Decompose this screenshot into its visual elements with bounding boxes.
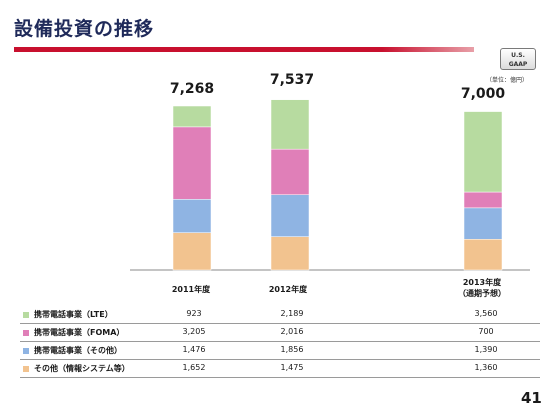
table-cell: 1,856 — [280, 345, 304, 354]
bar-segment-2011年度-3 — [172, 105, 212, 128]
table-cell: 3,560 — [474, 309, 498, 318]
total-label-2013: 7,000 — [460, 86, 506, 102]
category-label-2013-text: 2013年度 — [462, 278, 502, 287]
bar-segment-2012年度-2 — [270, 148, 310, 195]
gaap-badge-line1: U.S. — [511, 52, 525, 59]
table-cell: 1,390 — [474, 345, 498, 354]
table-row-foma: 携帯電話事業（FOMA） 3,205 2,016 700 — [20, 324, 540, 342]
table-cell: 2,016 — [280, 327, 304, 336]
page-number: 41 — [521, 389, 542, 407]
legend-chip-mobile-other — [23, 348, 29, 354]
legend-chip-foma — [23, 330, 29, 336]
bar-segment-2013年度-1 — [463, 207, 503, 240]
bar-segment-2012年度-0 — [270, 236, 310, 271]
bar-segment-2013年度-3 — [463, 111, 503, 193]
table-row-label: 携帯電話事業（LTE） — [34, 310, 113, 319]
bar-segment-2013年度-2 — [463, 191, 503, 209]
gaap-badge: U.S. GAAP — [500, 48, 536, 70]
table-row-label: その他（情報システム等） — [34, 364, 130, 373]
title-underline — [14, 47, 474, 52]
table-cell: 700 — [478, 327, 494, 336]
table-cell: 1,652 — [182, 363, 206, 372]
bar-segment-2011年度-0 — [172, 232, 212, 271]
bar-segment-2012年度-3 — [270, 99, 310, 150]
table-row-label: 携帯電話事業（FOMA） — [34, 328, 125, 337]
table-cell: 1,476 — [182, 345, 206, 354]
unit-label: （単位：億円） — [486, 77, 529, 84]
table-row-label: 携帯電話事業（その他） — [34, 346, 122, 355]
bar-segment-2011年度-2 — [172, 126, 212, 200]
bar-segment-2013年度-0 — [463, 239, 503, 271]
table-cell: 3,205 — [182, 327, 206, 336]
category-label-2011: 2011年度 — [146, 284, 236, 295]
table-cell: 2,189 — [280, 309, 304, 318]
table-cell: 923 — [186, 309, 202, 318]
table-row-lte: 携帯電話事業（LTE） 923 2,189 3,560 — [20, 306, 540, 324]
stacked-bar-chart — [130, 99, 530, 271]
table-row-other: その他（情報システム等） 1,652 1,475 1,360 — [20, 360, 540, 378]
category-label-2012-text: 2012年度 — [268, 285, 308, 294]
total-label-2011: 7,268 — [169, 81, 215, 97]
category-label-2012: 2012年度 — [243, 284, 333, 295]
page-title: 設備投資の推移 — [14, 18, 155, 40]
table-cell: 1,360 — [474, 363, 498, 372]
data-table: 携帯電話事業（LTE） 923 2,189 3,560 携帯電話事業（FOMA）… — [20, 306, 540, 378]
bar-segment-2011年度-1 — [172, 199, 212, 233]
category-label-2013: 2013年度 （通期予想） — [437, 277, 527, 299]
legend-chip-other — [23, 366, 29, 372]
legend-chip-lte — [23, 312, 29, 318]
table-row-mobile-other: 携帯電話事業（その他） 1,476 1,856 1,390 — [20, 342, 540, 360]
category-label-2013-sub: （通期予想） — [458, 289, 506, 298]
gaap-badge-line2: GAAP — [508, 61, 528, 68]
category-label-2011-text: 2011年度 — [171, 285, 211, 294]
total-label-2012: 7,537 — [269, 72, 315, 88]
bar-segment-2012年度-1 — [270, 194, 310, 237]
table-cell: 1,475 — [280, 363, 304, 372]
